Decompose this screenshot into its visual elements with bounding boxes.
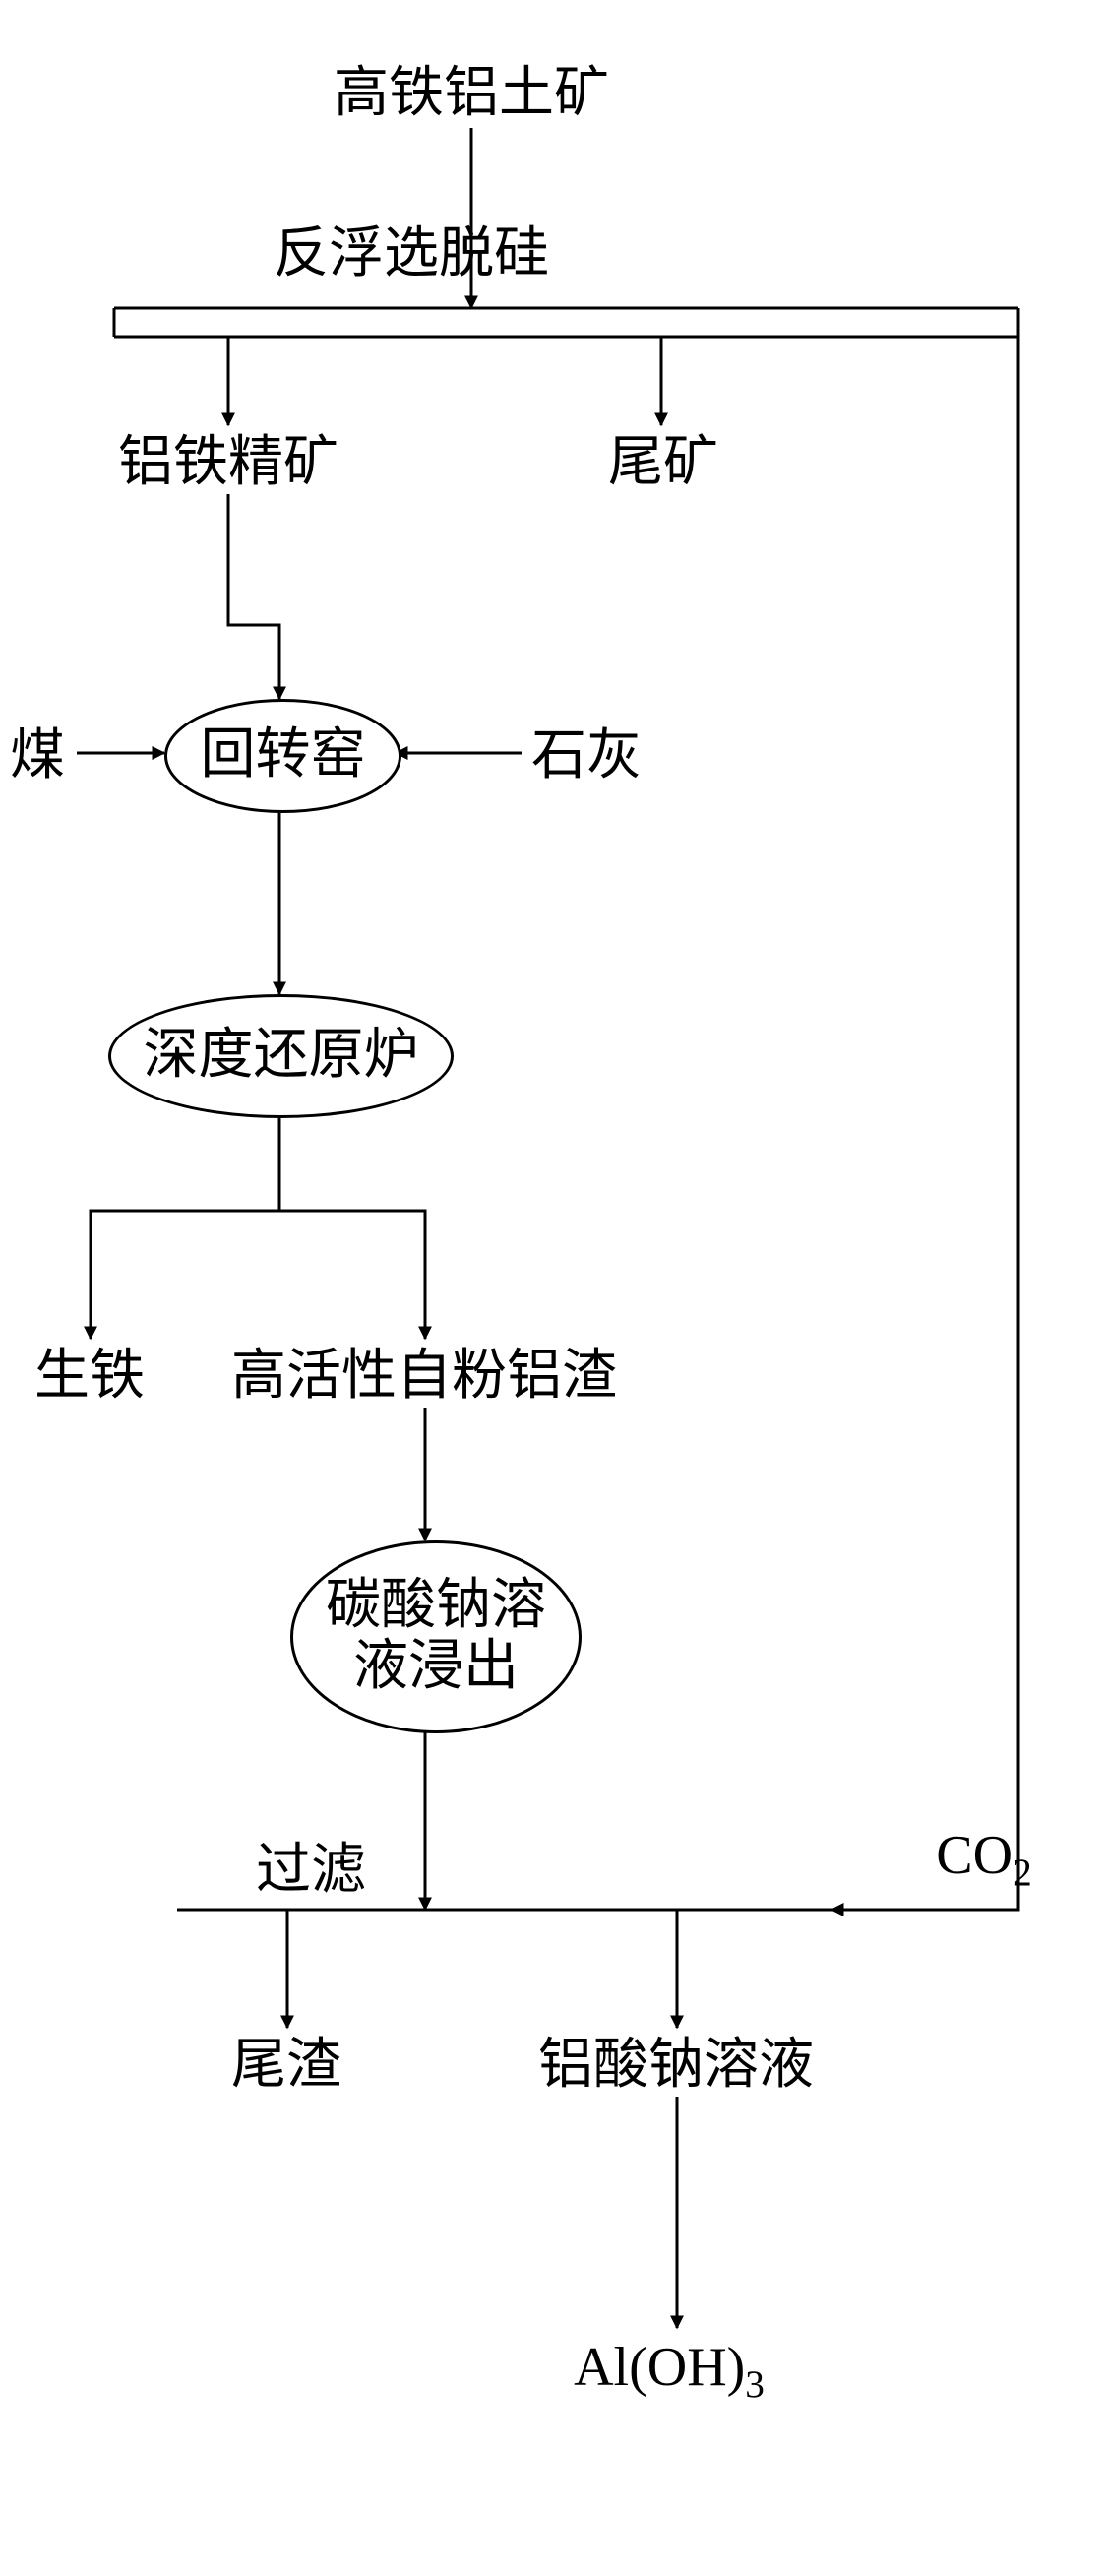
- connector-11: [91, 1112, 279, 1339]
- node-concentrate: 铝铁精矿: [118, 433, 338, 494]
- node-pigiron: 生铁: [34, 1347, 145, 1408]
- node-label: 深度还原炉: [144, 1026, 419, 1087]
- connector-18: [831, 337, 1018, 1910]
- node-top: 高铁铝土矿: [334, 64, 609, 125]
- node-label: 碳酸钠溶液浸出: [326, 1576, 546, 1697]
- node-lime: 石灰: [531, 726, 642, 787]
- node-desilicon: 反浮选脱硅: [274, 224, 549, 285]
- node-aloh3: Al(OH)3: [546, 2338, 792, 2406]
- node-tailslag: 尾渣: [231, 2036, 341, 2097]
- connector-12: [279, 1211, 425, 1339]
- node-co2: CO2: [925, 1826, 1043, 1894]
- node-coal: 煤: [10, 726, 65, 787]
- node-tailings: 尾矿: [608, 433, 718, 494]
- node-filter: 过滤: [256, 1841, 366, 1902]
- diagram-canvas: 高铁铝土矿反浮选脱硅铝铁精矿 尾矿煤 回转窑 石灰深度还原炉生铁 高活性自粉铝渣碳酸钠溶…: [0, 0, 1107, 2576]
- connector-7: [228, 494, 279, 699]
- node-naal: 铝酸钠溶液: [538, 2036, 814, 2097]
- node-slag: 高活性自粉铝渣: [231, 1347, 617, 1408]
- connector-layer: [0, 0, 1107, 2576]
- node-label: 回转窑: [201, 725, 366, 786]
- node-kiln: 回转窑: [164, 699, 401, 813]
- node-reducer: 深度还原炉: [108, 994, 454, 1118]
- node-leach: 碳酸钠溶液浸出: [290, 1540, 582, 1733]
